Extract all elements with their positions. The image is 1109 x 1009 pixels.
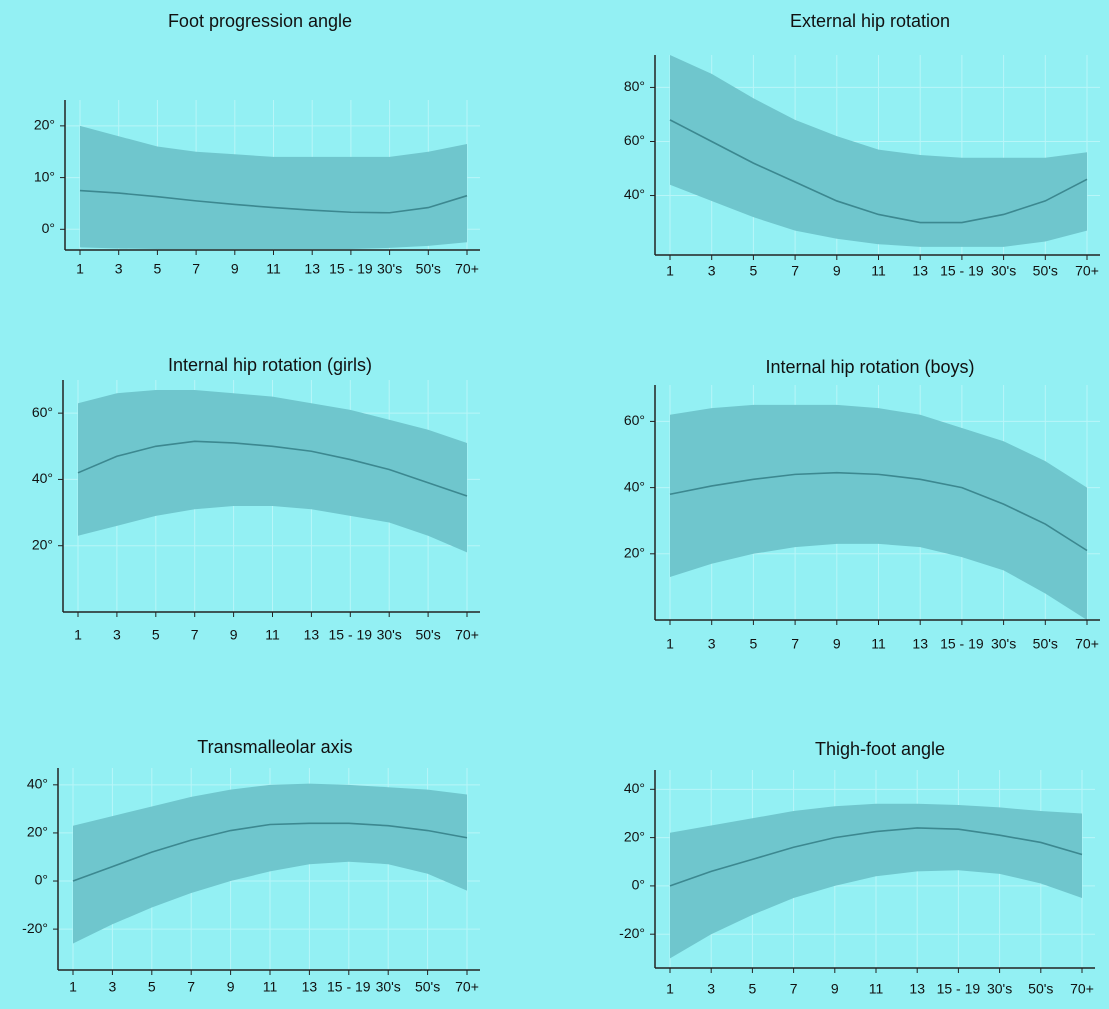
x-tick-label: 5 [154, 261, 162, 277]
y-tick-label: 0° [632, 877, 645, 893]
x-tick-label: 30's [377, 627, 402, 643]
x-tick-label: 15 - 19 [937, 981, 981, 997]
y-tick-label: 60° [32, 404, 53, 420]
x-tick-label: 30's [991, 263, 1016, 279]
chart-title: Internal hip rotation (girls) [168, 355, 372, 375]
x-tick-label: 15 - 19 [940, 263, 984, 279]
x-tick-label: 50's [416, 261, 441, 277]
chart-sheet: Foot progression angle0°10°20°1357911131… [0, 0, 1109, 1009]
x-tick-label: 7 [192, 261, 200, 277]
x-tick-label: 30's [991, 636, 1016, 652]
y-tick-label: 40° [624, 478, 645, 494]
y-tick-label: 60° [624, 132, 645, 148]
chart-title: Internal hip rotation (boys) [765, 357, 974, 377]
y-tick-label: 20° [624, 545, 645, 561]
x-tick-label: 9 [230, 627, 238, 643]
x-tick-label: 15 - 19 [329, 261, 373, 277]
x-tick-label: 5 [750, 263, 758, 279]
x-tick-label: 7 [191, 627, 199, 643]
chart-title: Thigh-foot angle [815, 739, 945, 759]
x-tick-label: 3 [109, 979, 117, 995]
x-tick-label: 9 [833, 636, 841, 652]
y-tick-label: 10° [34, 168, 55, 184]
x-tick-label: 15 - 19 [329, 627, 373, 643]
x-tick-label: 30's [377, 261, 402, 277]
x-tick-label: 70+ [1075, 263, 1099, 279]
chart-title: External hip rotation [790, 11, 950, 31]
x-tick-label: 70+ [1075, 636, 1099, 652]
y-tick-label: 0° [42, 220, 55, 236]
x-tick-label: 70+ [1070, 981, 1094, 997]
x-tick-label: 1 [74, 627, 82, 643]
x-tick-label: 9 [833, 263, 841, 279]
x-tick-label: 3 [708, 636, 716, 652]
x-tick-label: 13 [304, 261, 320, 277]
x-tick-label: 50's [1033, 636, 1058, 652]
x-tick-label: 5 [750, 636, 758, 652]
x-tick-label: 5 [749, 981, 757, 997]
x-tick-label: 9 [231, 261, 239, 277]
x-tick-label: 11 [266, 261, 281, 277]
x-tick-label: 70+ [455, 627, 479, 643]
x-tick-label: 11 [871, 636, 886, 652]
x-tick-label: 50's [1028, 981, 1053, 997]
x-tick-label: 15 - 19 [327, 979, 371, 995]
x-tick-label: 1 [666, 981, 674, 997]
x-tick-label: 30's [376, 979, 401, 995]
x-tick-label: 11 [869, 981, 884, 997]
x-tick-label: 1 [666, 636, 674, 652]
x-tick-label: 11 [871, 263, 886, 279]
x-tick-label: 7 [790, 981, 798, 997]
y-tick-label: -20° [619, 925, 645, 941]
x-tick-label: 7 [187, 979, 195, 995]
x-tick-label: 13 [304, 627, 320, 643]
y-tick-label: 60° [624, 412, 645, 428]
x-tick-label: 3 [115, 261, 123, 277]
x-tick-label: 11 [265, 627, 280, 643]
y-tick-label: 40° [624, 780, 645, 796]
y-tick-label: 40° [32, 470, 53, 486]
y-tick-label: 20° [32, 536, 53, 552]
x-tick-label: 7 [791, 636, 799, 652]
x-tick-label: 70+ [455, 261, 479, 277]
y-tick-label: 20° [34, 117, 55, 133]
y-tick-label: 20° [27, 824, 48, 840]
x-tick-label: 9 [831, 981, 839, 997]
x-tick-label: 50's [415, 979, 440, 995]
y-tick-label: 0° [35, 872, 48, 888]
x-tick-label: 9 [227, 979, 235, 995]
x-tick-label: 13 [909, 981, 925, 997]
x-tick-label: 30's [987, 981, 1012, 997]
y-tick-label: 20° [624, 828, 645, 844]
y-tick-label: -20° [22, 920, 48, 936]
x-tick-label: 1 [76, 261, 84, 277]
y-tick-label: 40° [27, 776, 48, 792]
x-tick-label: 3 [113, 627, 121, 643]
chart-title: Transmalleolar axis [197, 737, 352, 757]
y-tick-label: 40° [624, 186, 645, 202]
x-tick-label: 5 [148, 979, 156, 995]
x-tick-label: 13 [912, 636, 928, 652]
x-tick-label: 3 [708, 263, 716, 279]
x-tick-label: 11 [263, 979, 278, 995]
y-tick-label: 80° [624, 78, 645, 94]
x-tick-label: 7 [791, 263, 799, 279]
x-tick-label: 3 [707, 981, 715, 997]
x-tick-label: 70+ [455, 979, 479, 995]
x-tick-label: 15 - 19 [940, 636, 984, 652]
x-tick-label: 50's [1033, 263, 1058, 279]
x-tick-label: 5 [152, 627, 160, 643]
x-tick-label: 50's [415, 627, 440, 643]
chart-title: Foot progression angle [168, 11, 352, 31]
x-tick-label: 1 [666, 263, 674, 279]
x-tick-label: 13 [912, 263, 928, 279]
x-tick-label: 1 [69, 979, 77, 995]
x-tick-label: 13 [302, 979, 318, 995]
